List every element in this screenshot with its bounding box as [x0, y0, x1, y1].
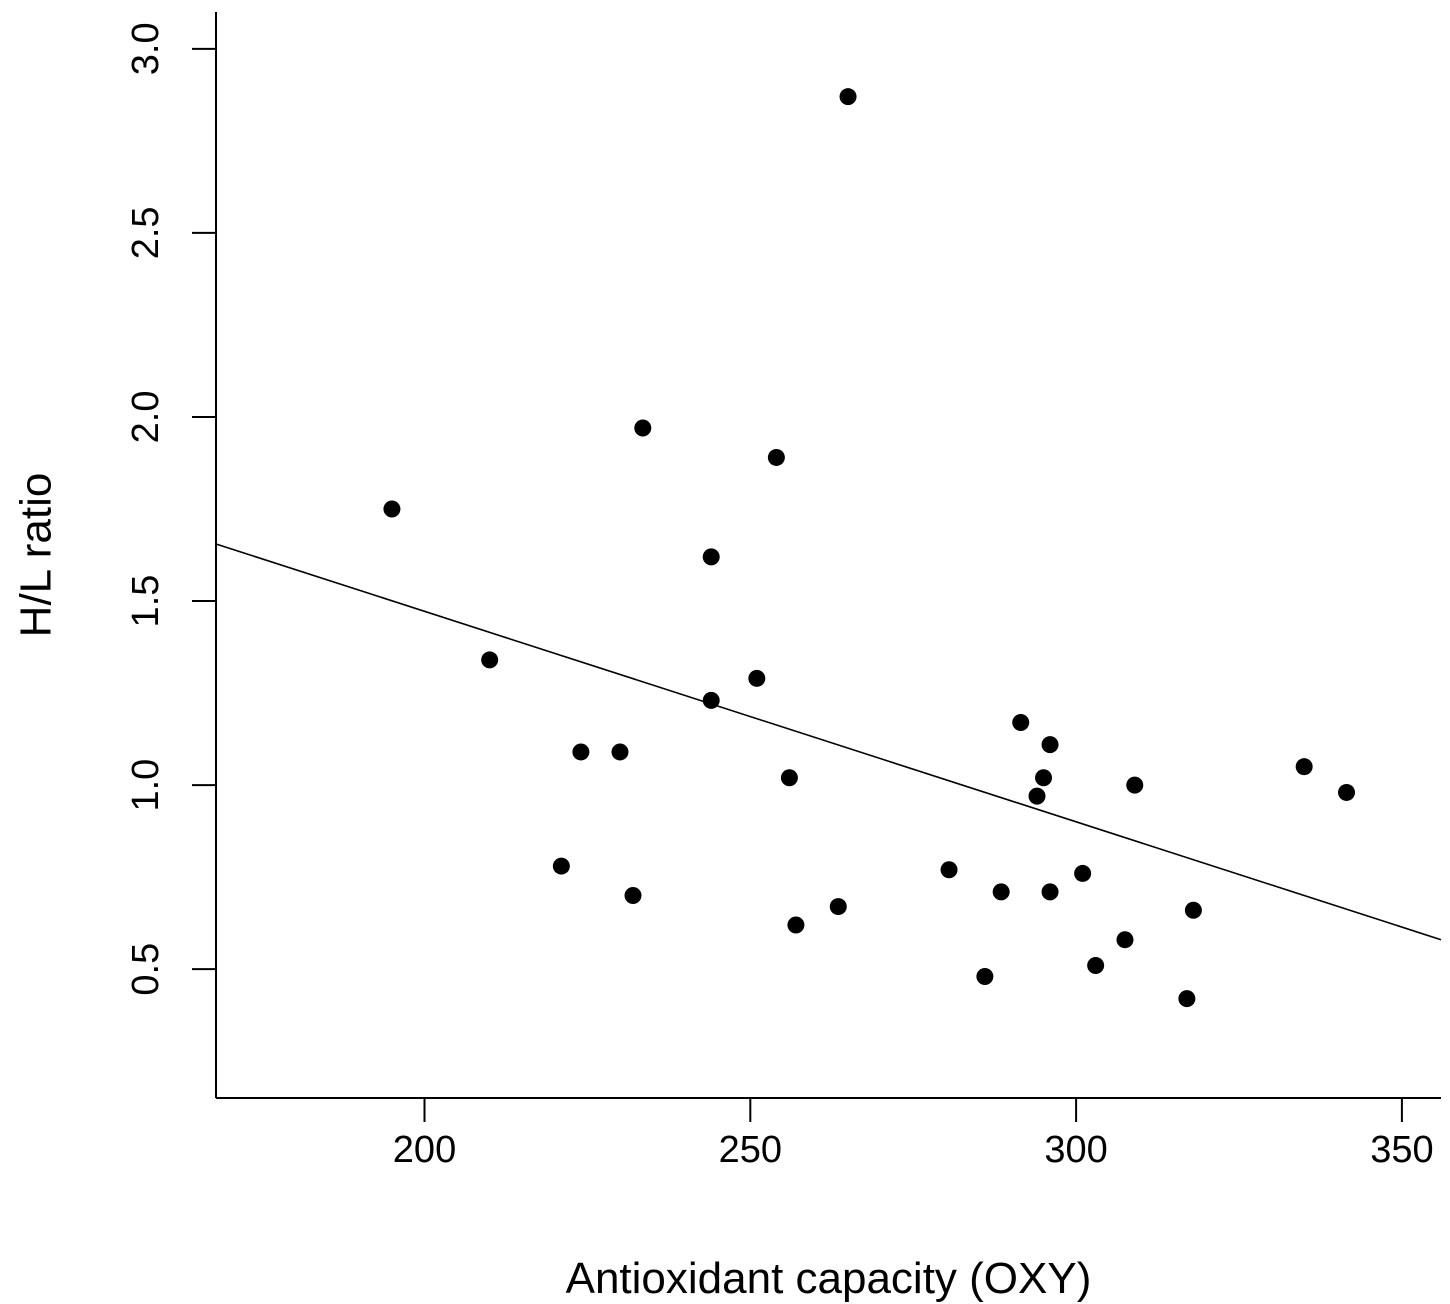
data-point	[767, 448, 785, 466]
data-point	[572, 743, 590, 761]
data-point	[1012, 714, 1030, 732]
data-point	[1338, 783, 1356, 801]
data-point	[383, 500, 401, 518]
data-point	[829, 898, 847, 916]
data-point	[839, 88, 857, 106]
data-point	[1178, 990, 1196, 1008]
data-point	[1074, 864, 1092, 882]
axes	[215, 12, 1441, 1099]
data-point	[748, 669, 766, 687]
data-point	[611, 743, 629, 761]
data-point	[702, 548, 720, 566]
data-point	[1184, 901, 1202, 919]
x-axis-title: Antioxidant capacity (OXY)	[566, 1254, 1092, 1303]
data-point	[481, 651, 499, 669]
data-point	[1295, 758, 1313, 776]
y-axis-title: H/L ratio	[12, 473, 61, 638]
x-tick-label: 350	[1370, 1129, 1433, 1171]
data-point	[634, 419, 652, 437]
data-point	[780, 769, 798, 787]
data-point	[1028, 787, 1046, 805]
data-point	[976, 968, 994, 986]
data-point	[1126, 776, 1144, 794]
data-point	[1087, 956, 1105, 974]
y-axis-ticks: 0.5 1.0 1.5 2.0 2.5 3.0	[125, 22, 216, 996]
y-tick-label: 0.5	[125, 943, 167, 996]
y-tick-label: 2.5	[125, 206, 167, 259]
x-tick-label: 300	[1044, 1129, 1107, 1171]
data-point	[624, 887, 642, 905]
data-point	[1116, 931, 1134, 949]
y-tick-label: 1.5	[125, 575, 167, 628]
x-tick-label: 200	[393, 1129, 456, 1171]
data-point	[1035, 769, 1053, 787]
x-tick-label: 250	[719, 1129, 782, 1171]
data-points	[383, 88, 1356, 1008]
y-tick-label: 1.0	[125, 759, 167, 812]
y-tick-label: 3.0	[125, 22, 167, 75]
data-point	[787, 916, 805, 934]
x-axis-ticks: 200 250 300 350	[393, 1098, 1434, 1171]
data-point	[1041, 736, 1059, 754]
y-tick-label: 2.0	[125, 391, 167, 444]
data-point	[702, 691, 720, 709]
data-point	[1041, 883, 1059, 901]
regression-line	[215, 543, 1442, 941]
regression-line-group	[215, 543, 1442, 941]
data-point	[992, 883, 1010, 901]
data-point	[940, 861, 958, 879]
data-point	[552, 857, 570, 875]
